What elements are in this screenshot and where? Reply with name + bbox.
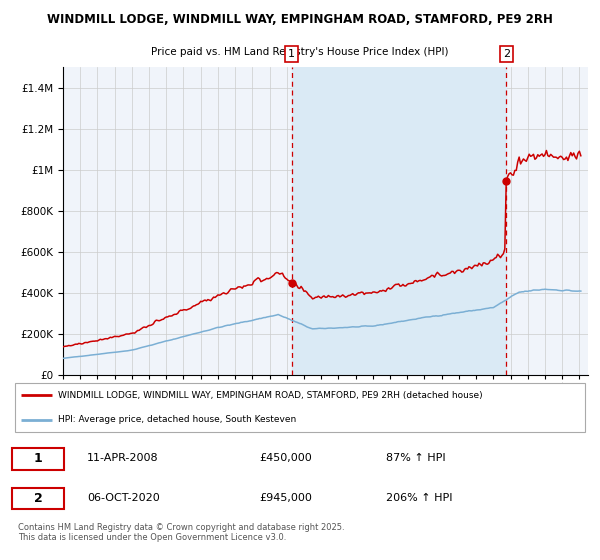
Text: 1: 1 bbox=[288, 49, 295, 59]
FancyBboxPatch shape bbox=[12, 488, 64, 510]
Text: 1: 1 bbox=[34, 452, 42, 465]
Text: £450,000: £450,000 bbox=[260, 453, 313, 463]
FancyBboxPatch shape bbox=[12, 448, 64, 470]
Text: 87% ↑ HPI: 87% ↑ HPI bbox=[386, 453, 446, 463]
Text: WINDMILL LODGE, WINDMILL WAY, EMPINGHAM ROAD, STAMFORD, PE9 2RH: WINDMILL LODGE, WINDMILL WAY, EMPINGHAM … bbox=[47, 13, 553, 26]
Text: 2: 2 bbox=[503, 49, 510, 59]
Text: 06-OCT-2020: 06-OCT-2020 bbox=[87, 493, 160, 503]
Text: 206% ↑ HPI: 206% ↑ HPI bbox=[386, 493, 453, 503]
Text: 11-APR-2008: 11-APR-2008 bbox=[87, 453, 158, 463]
Text: £945,000: £945,000 bbox=[260, 493, 313, 503]
Text: HPI: Average price, detached house, South Kesteven: HPI: Average price, detached house, Sout… bbox=[58, 415, 296, 424]
Text: WINDMILL LODGE, WINDMILL WAY, EMPINGHAM ROAD, STAMFORD, PE9 2RH (detached house): WINDMILL LODGE, WINDMILL WAY, EMPINGHAM … bbox=[58, 391, 483, 400]
Text: 2: 2 bbox=[34, 492, 42, 505]
FancyBboxPatch shape bbox=[15, 383, 584, 432]
Bar bbox=[292, 67, 506, 375]
Text: Price paid vs. HM Land Registry's House Price Index (HPI): Price paid vs. HM Land Registry's House … bbox=[151, 47, 449, 57]
Text: Contains HM Land Registry data © Crown copyright and database right 2025.
This d: Contains HM Land Registry data © Crown c… bbox=[18, 523, 344, 542]
